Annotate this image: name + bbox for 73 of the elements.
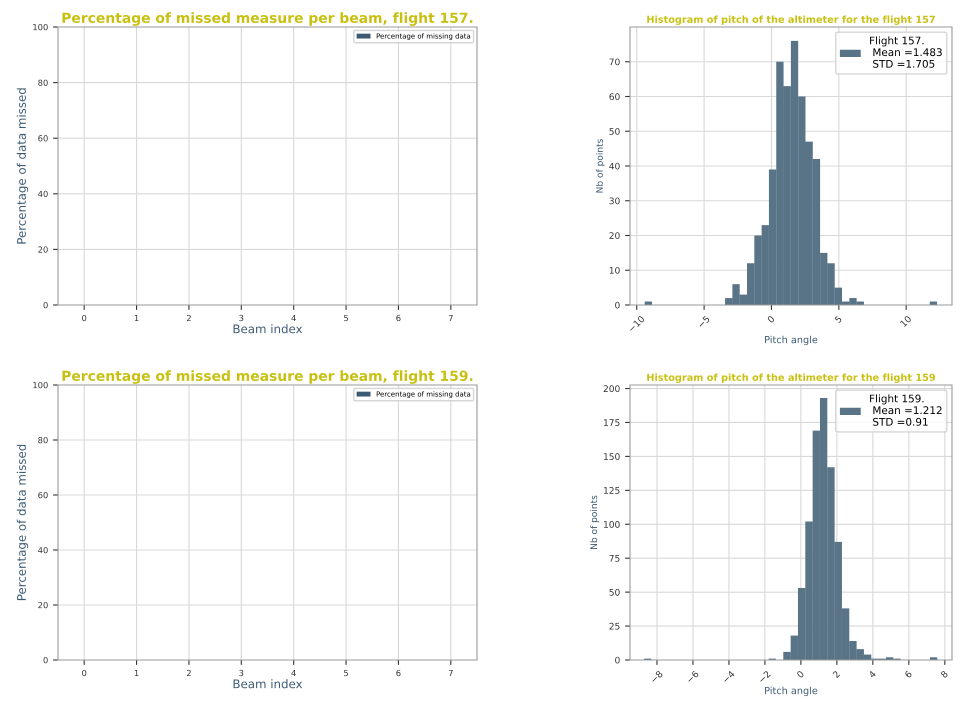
x-tick-label: 1: [134, 670, 138, 676]
x-tick-label: 2: [186, 314, 191, 322]
y-tick-label: 100: [604, 520, 620, 528]
y-tick-label: 100: [33, 382, 48, 388]
x-tick-label: 0: [82, 670, 86, 676]
x-tick-label: −10: [628, 315, 645, 332]
x-tick-label: 5: [834, 315, 842, 324]
x-tick-label: −4: [722, 670, 736, 684]
x-tick-label: −5: [697, 315, 710, 328]
legend-label: Flight 157. Mean =1.483 STD =1.705: [870, 36, 942, 68]
y-axis-title: Percentage of data missed: [16, 88, 28, 244]
y-tick-label: 60: [609, 93, 620, 100]
y-axis-title: Percentage of data missed: [16, 444, 28, 600]
x-tick-label: 7: [448, 314, 453, 322]
y-tick-label: 0: [615, 302, 620, 309]
x-tick-label: 4: [291, 314, 296, 322]
y-tick-label: 200: [604, 385, 620, 392]
x-tick-label: 0: [796, 670, 804, 678]
y-tick-label: 100: [33, 24, 48, 30]
y-tick-label: 20: [38, 602, 48, 608]
chart-title: Histogram of pitch of the altimeter for the flight 159: [647, 373, 936, 383]
x-axis-title: Beam index: [234, 679, 302, 688]
y-tick-label: 80: [38, 436, 48, 444]
x-tick-label: 3: [239, 670, 244, 676]
y-tick-label: 175: [604, 419, 620, 426]
x-tick-label: 2: [186, 670, 191, 676]
y-tick-label: 0: [615, 656, 620, 664]
x-tick-label: 6: [396, 314, 401, 322]
x-tick-label: −2: [758, 670, 771, 684]
y-tick-label: 125: [604, 487, 620, 494]
legend-label: Flight 159. Mean =1.212 STD =0.91: [870, 394, 942, 426]
x-tick-label: 6: [904, 670, 912, 678]
y-tick-label: 75: [610, 555, 620, 562]
x-tick-label: 5: [344, 314, 348, 322]
y-tick-label: 60: [38, 492, 48, 498]
chart-title: Percentage of missed measure per beam, flight 157.: [62, 12, 472, 26]
x-axis-title: Pitch angle: [765, 336, 818, 346]
y-tick-label: 20: [609, 232, 620, 240]
y-tick-label: 60: [38, 135, 48, 142]
y-tick-label: 40: [609, 162, 620, 170]
y-tick-label: 80: [38, 80, 48, 86]
y-axis-title: Nb of points: [590, 496, 599, 549]
y-tick-label: 20: [38, 246, 48, 253]
x-tick-label: 5: [344, 670, 348, 676]
x-axis-title: Beam index: [234, 324, 302, 334]
x-axis-title: Pitch angle: [765, 686, 818, 696]
y-tick-label: 0: [44, 656, 48, 664]
y-axis-title: Nb of points: [596, 139, 605, 192]
x-tick-label: 4: [291, 670, 296, 676]
x-tick-label: 4: [868, 670, 876, 678]
x-tick-label: −6: [686, 670, 700, 684]
y-tick-label: 0: [44, 302, 48, 308]
x-tick-label: 0: [82, 314, 86, 322]
y-tick-label: 25: [609, 622, 620, 630]
y-tick-label: 50: [609, 128, 620, 135]
y-tick-label: 50: [609, 588, 620, 596]
x-tick-label: 8: [940, 670, 948, 678]
x-tick-label: 3: [239, 314, 244, 322]
x-tick-label: 6: [396, 670, 401, 676]
y-tick-label: 40: [38, 190, 48, 198]
x-tick-label: 2: [832, 670, 840, 678]
y-tick-label: 40: [38, 546, 48, 554]
y-tick-label: 10: [610, 266, 620, 274]
y-tick-label: 30: [609, 197, 620, 204]
y-tick-label: 150: [604, 453, 620, 460]
x-tick-label: −8: [650, 670, 664, 684]
x-tick-label: 0: [766, 315, 775, 324]
chart-title: Percentage of missed measure per beam, flight 159.: [62, 370, 472, 384]
x-tick-label: 7: [448, 670, 453, 676]
x-tick-label: 10: [900, 315, 912, 328]
chart-title: Histogram of pitch of the altimeter for the flight 157: [647, 15, 935, 25]
y-tick-label: 70: [610, 58, 620, 66]
x-tick-label: 1: [134, 314, 138, 322]
